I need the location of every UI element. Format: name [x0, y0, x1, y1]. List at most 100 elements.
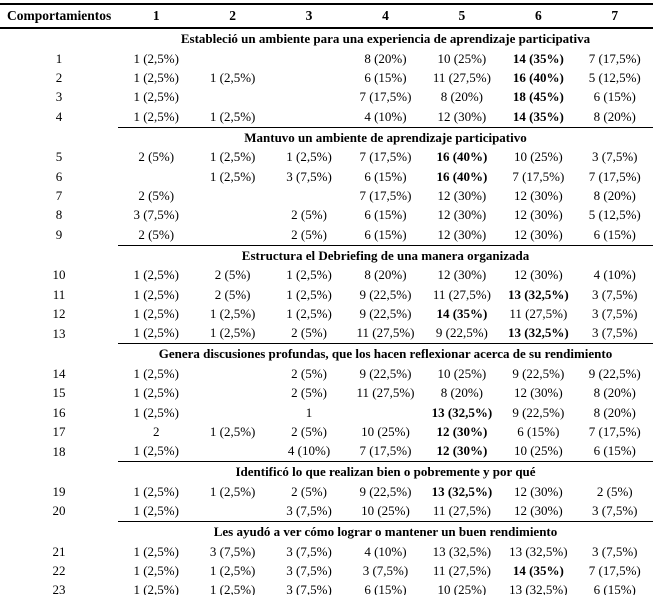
frequency-cell: 1 (2,5%) — [133, 70, 179, 86]
frequency-cell: 1 (2,5%) — [133, 50, 179, 66]
frequency-cell: 4 (10%) — [364, 108, 407, 124]
frequency-cell: 12 (30%) — [513, 267, 563, 283]
row-number-cell: 22 — [52, 562, 66, 578]
frequency-cell: 7 (17,5%) — [588, 562, 641, 578]
row-number-cell: 9 — [55, 227, 63, 243]
frequency-cell: 14 (35%) — [512, 50, 564, 66]
frequency-cell — [194, 383, 270, 402]
frequency-cell: 1 (2,5%) — [286, 149, 332, 165]
frequency-cell: 3 (7,5%) — [286, 503, 332, 519]
table-row: 22 1 (2,5%) 1 (2,5%) 3 (7,5%) 3 (7,5%) 11 (27… — [0, 561, 653, 580]
frequency-cell: 4 (10%) — [287, 443, 331, 459]
frequency-cell: 3 (7,5%) — [592, 286, 638, 302]
frequency-cell: 2 (5%) — [214, 286, 251, 302]
header-col-3: 3 — [270, 4, 348, 29]
header-col-6: 6 — [500, 4, 577, 29]
section-title: Estableció un ambiente para una experien… — [180, 31, 591, 46]
frequency-cell: 10 (25%) — [361, 423, 410, 439]
frequency-cell: 8 (20%) — [593, 385, 636, 401]
frequency-cell: 1 (2,5%) — [133, 305, 179, 321]
frequency-cell — [194, 49, 270, 68]
row-number-cell: 13 — [52, 325, 66, 341]
row-number-cell: 4 — [55, 109, 63, 125]
frequency-cell: 12 (30%) — [513, 207, 563, 223]
frequency-cell: 8 (20%) — [440, 385, 484, 401]
frequency-cell: 10 (25%) — [437, 365, 487, 381]
frequency-cell: 6 (15%) — [593, 89, 636, 105]
frequency-cell: 12 (30%) — [513, 188, 563, 204]
frequency-cell: 7 (17,5%) — [588, 168, 641, 184]
frequency-cell: 3 (7,5%) — [592, 149, 638, 165]
frequency-cell: 3 (7,5%) — [592, 325, 638, 341]
frequency-cell: 2 (5%) — [138, 149, 175, 165]
row-number-cell: 23 — [52, 582, 66, 595]
frequency-cell: 6 (15%) — [364, 168, 407, 184]
frequency-cell: 8 (20%) — [364, 267, 407, 283]
frequency-cell: 6 (15%) — [593, 226, 636, 242]
frequency-cell: 9 (22,5%) — [359, 365, 412, 381]
frequency-cell: 1 (2,5%) — [286, 286, 332, 302]
section-title: Identificó lo que realizan bien o pobrem… — [118, 461, 653, 483]
frequency-cell: 1 (2,5%) — [209, 168, 256, 184]
frequency-cell: 6 (15%) — [364, 226, 407, 242]
header-col-2: 2 — [194, 4, 271, 29]
frequency-cell: 2 (5%) — [291, 325, 327, 341]
frequency-cell: 12 (30%) — [437, 108, 487, 124]
table-row: 4 1 (2,5%) 1 (2,5%) 4 (10%) 12 (30%) 14 (35%)… — [0, 107, 653, 127]
frequency-cell: 6 (15%) — [593, 443, 636, 459]
frequency-cell: 2 — [152, 423, 160, 439]
frequency-cell: 1 (2,5%) — [209, 305, 256, 321]
frequency-cell: 13 (32,5%) — [509, 543, 568, 559]
frequency-cell: 10 (25%) — [513, 149, 563, 165]
frequency-cell — [271, 68, 347, 87]
frequency-cell: 8 (20%) — [593, 108, 636, 124]
frequency-cell: 14 (35%) — [512, 562, 564, 578]
table-row: 17 2 1 (2,5%) 2 (5%) 10 (25%) 12 (30%) 6 (15%)… — [0, 422, 653, 441]
frequency-cell: 11 (27,5%) — [356, 385, 415, 401]
section-gap-cell — [0, 521, 118, 542]
table-row: 14 1 (2,5%) 2 (5%) 9 (22,5%) 10 (25%) 9 (22,5… — [0, 364, 653, 383]
frequency-cell: 12 (30%) — [513, 503, 563, 519]
frequency-cell: 1 (2,5%) — [286, 305, 332, 321]
table-row: 11 1 (2,5%) 2 (5%) 1 (2,5%) 9 (22,5%) 11 (27,… — [0, 285, 653, 304]
frequency-cell: 9 (22,5%) — [588, 365, 641, 381]
section-title: Les ayudó a ver cómo lograr o mantener u… — [118, 520, 653, 542]
frequency-cell: 13 (32,5%) — [507, 286, 569, 302]
frequency-cell — [194, 442, 270, 462]
frequency-cell: 10 (25%) — [437, 582, 487, 595]
row-number-cell: 15 — [52, 385, 66, 401]
frequency-cell: 1 (2,5%) — [133, 89, 179, 105]
frequency-cell: 9 (22,5%) — [512, 404, 565, 420]
frequency-cell: 1 (2,5%) — [133, 582, 179, 595]
section-title: Estructura el Debriefing de una manera o… — [118, 244, 653, 266]
frequency-cell: 12 (30%) — [437, 267, 487, 283]
frequency-cell: 1 — [305, 404, 313, 420]
row-number-cell: 17 — [52, 423, 66, 439]
section-header-row: Genera discusiones profundas, que los ha… — [0, 343, 653, 365]
frequency-cell: 9 (22,5%) — [359, 286, 412, 302]
frequency-cell: 3 (7,5%) — [592, 305, 638, 321]
frequency-cell: 2 (5%) — [291, 207, 327, 223]
table-row: 2 1 (2,5%) 1 (2,5%) 6 (15%) 11 (27,5%) 16 (40… — [0, 68, 653, 87]
frequency-cell: 2 (5%) — [138, 188, 175, 204]
section-gap-cell — [0, 245, 118, 266]
row-number-cell: 2 — [55, 70, 63, 86]
frequency-cell: 1 (2,5%) — [133, 443, 179, 459]
frequency-cell: 11 (27,5%) — [432, 286, 491, 302]
frequency-cell: 1 (2,5%) — [133, 385, 179, 401]
header-comportamientos: Comportamientos — [0, 4, 118, 29]
frequency-cell: 7 (17,5%) — [359, 149, 412, 165]
section-header-row: Identificó lo que realizan bien o pobrem… — [0, 461, 653, 483]
table-row: 8 3 (7,5%) 2 (5%) 6 (15%) 12 (30%) 12 (30%) 5 … — [0, 206, 653, 225]
row-number-cell: 11 — [52, 286, 66, 302]
frequency-cell: 2 (5%) — [214, 267, 251, 283]
frequency-cell: 1 (2,5%) — [133, 108, 179, 124]
section-gap-cell — [0, 462, 118, 483]
frequency-cell: 6 (15%) — [593, 582, 636, 595]
frequency-cell — [271, 88, 347, 107]
frequency-cell: 18 (45%) — [512, 89, 564, 105]
frequency-cell: 12 (30%) — [437, 207, 487, 223]
frequency-cell: 11 (27,5%) — [432, 562, 491, 578]
